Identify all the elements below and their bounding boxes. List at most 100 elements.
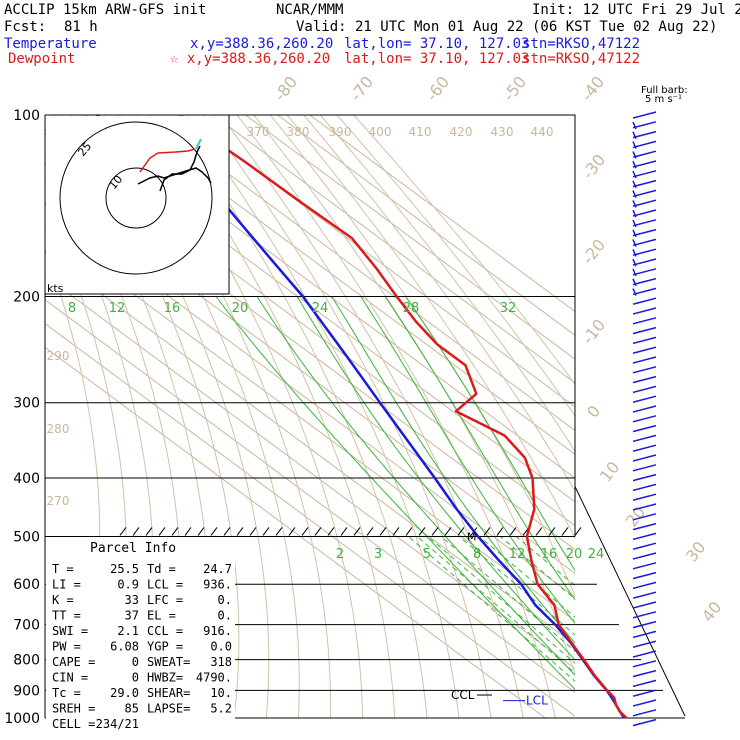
init-time: Init: 12 UTC Fri 29 Jul 22 (532, 2, 740, 18)
freezing-hatch (184, 527, 192, 536)
pressure-tick-label: 700 (13, 618, 40, 634)
hodograph-ring-inner (105, 167, 167, 229)
parcel-value-2: 10. (210, 686, 232, 700)
isotherm-line (277, 115, 575, 336)
wind-barb-flag (632, 258, 637, 267)
plot-frame-diagonal (574, 486, 686, 717)
parcel-value: 0 (132, 655, 139, 669)
parcel-key: CELL = (52, 717, 95, 731)
wind-barb (632, 444, 657, 452)
wind-barb (632, 287, 657, 296)
freezing-hatch (132, 527, 140, 536)
isotherm-label: -60 (422, 72, 453, 104)
parcel-value-2: 0. (218, 593, 232, 607)
isotherm-label: -80 (270, 72, 301, 104)
isotherm-line (180, 115, 575, 408)
dry-adiabat-line (286, 115, 575, 540)
barb-note: Full barb: (641, 85, 688, 96)
wind-barb-flag (632, 131, 637, 140)
pressure-tick-label: 800 (13, 653, 40, 669)
wind-barb (632, 395, 657, 403)
wind-barb (632, 336, 657, 345)
wind-barb (632, 601, 657, 609)
wind-barb (632, 121, 657, 129)
parcel-key: SWI = (52, 624, 88, 638)
wind-barb (632, 170, 657, 178)
wind-barb (632, 277, 657, 286)
dewpoint-latlon: lat,lon= 37.10, 127.03 (344, 51, 530, 67)
theta-label: 440 (531, 125, 554, 139)
freezing-hatch (535, 527, 543, 536)
theta-label: 370 (247, 125, 270, 139)
wind-barb-flag (632, 170, 637, 179)
freezing-hatch (119, 527, 127, 536)
dry-adiabat-line (86, 115, 270, 719)
temperature-latlon: lat,lon= 37.10, 127.03 (344, 36, 530, 52)
theta-label: 280 (47, 422, 70, 436)
isotherm-line (309, 115, 575, 313)
parcel-key-2: EL = (147, 609, 176, 623)
freezing-hatch (418, 527, 426, 536)
wind-barb (632, 571, 657, 580)
freezing-hatch (457, 527, 465, 536)
wind-barb (632, 620, 657, 629)
freezing-hatch (314, 527, 322, 536)
wind-barb (632, 258, 657, 266)
isotherm-label: 40 (698, 598, 726, 626)
wind-barb (632, 150, 657, 158)
parcel-key: PW = (52, 640, 81, 654)
parcel-key-2: CCL = (147, 624, 183, 638)
moist-adiabat-label: 20 (232, 301, 249, 316)
parcel-value-2: 4790. (196, 671, 232, 685)
moist-adiabat-line (331, 296, 575, 644)
dry-adiabat-line (220, 115, 524, 719)
freezing-hatch (561, 527, 569, 536)
pressure-tick-label: 900 (13, 683, 40, 699)
wind-barb (632, 219, 657, 227)
dry-adiabat-line (120, 115, 332, 718)
wind-barb-flag (632, 180, 637, 189)
wind-barb (632, 405, 657, 413)
parcel-value: 37 (125, 609, 139, 623)
mixing-ratio-label: 12 (509, 547, 526, 562)
wind-barb (632, 522, 657, 531)
theta-label: 410 (409, 125, 432, 139)
freezing-hatch (340, 527, 348, 536)
mixing-ratio-label: 24 (588, 547, 605, 562)
parcel-value: 2.1 (117, 624, 139, 638)
parcel-value: 25.5 (110, 562, 139, 576)
wind-barb-flag (632, 239, 637, 247)
isotherm-label: 30 (682, 538, 710, 566)
wind-barb-flag (632, 278, 637, 287)
parcel-info-title: Parcel Info (90, 541, 176, 556)
pressure-tick-label: 1000 (4, 711, 40, 727)
wind-barb (632, 434, 657, 443)
parcel-value: 33 (125, 593, 139, 607)
wind-barb (632, 591, 657, 599)
wind-barb (632, 562, 657, 570)
org-label: NCAR/MMM (276, 2, 344, 18)
parcel-key-2: SWEAT= (147, 655, 190, 669)
parcel-key-2: HWBZ= (147, 671, 183, 685)
wind-barb (632, 415, 657, 423)
wind-barb (632, 268, 657, 276)
theta-label: 380 (287, 125, 310, 139)
parcel-value-2: 0. (218, 609, 232, 623)
plot-frame (45, 114, 576, 537)
isotherm-label: -20 (578, 235, 609, 267)
wind-barb-flag (632, 151, 637, 159)
freezing-hatch (158, 527, 166, 536)
moist-adiabat-label: 32 (500, 301, 517, 316)
mixing-ratio-line (515, 536, 575, 587)
wind-barb (632, 513, 657, 521)
isotherm-line (148, 115, 575, 432)
wind-barb (632, 611, 657, 619)
moist-adiabat-label: 8 (68, 301, 76, 316)
isotherm-line (245, 115, 575, 360)
dry-adiabat-line (203, 115, 492, 719)
freezing-hatch (444, 527, 452, 536)
temperature-legend-label: Temperature (4, 36, 97, 52)
freezing-hatch (275, 527, 283, 536)
isotherm-label: -40 (577, 72, 608, 104)
parcel-key-2: LAPSE= (147, 702, 190, 716)
